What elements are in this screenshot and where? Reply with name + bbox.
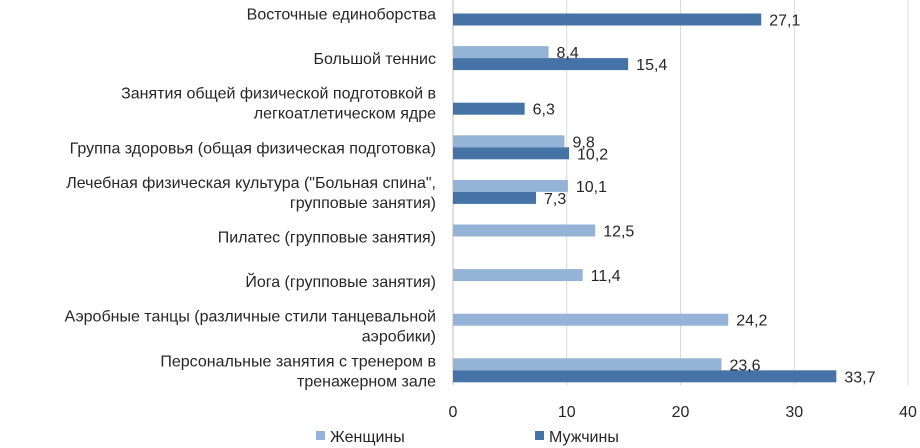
category-label: групповые занятия) xyxy=(290,195,436,212)
value-label: 12,5 xyxy=(603,224,634,241)
tick-label: 0 xyxy=(449,404,458,421)
bar-women xyxy=(453,46,549,59)
category-label: легкоатлетическом ядре xyxy=(254,106,436,123)
value-label: 10,1 xyxy=(576,179,607,196)
value-label: 7,3 xyxy=(544,191,566,208)
bar-women xyxy=(453,135,565,148)
category-label: тренажерном зале xyxy=(297,373,436,390)
tick-label: 40 xyxy=(899,404,917,421)
category-label: Занятия общей физической подготовкой в xyxy=(121,86,436,103)
bar-women xyxy=(453,313,729,326)
category-label: Лечебная физическая культура ("Больная с… xyxy=(66,175,436,192)
value-label: 27,1 xyxy=(769,13,800,30)
legend-swatch xyxy=(316,431,325,440)
category-label: Йога (групповые занятия) xyxy=(245,272,436,291)
value-label: 10,2 xyxy=(577,146,608,163)
bars xyxy=(453,13,837,383)
category-label: Большой теннис xyxy=(314,51,437,68)
category-label: Группа здоровья (общая физическая подгот… xyxy=(70,140,436,157)
value-label: 8,4 xyxy=(557,45,579,62)
tick-label: 30 xyxy=(785,404,803,421)
category-label: Пилатес (групповые занятия) xyxy=(218,230,436,247)
legend-label: Мужчины xyxy=(549,429,619,446)
category-label: аэробики) xyxy=(362,329,436,346)
value-label: 6,3 xyxy=(533,102,555,119)
value-labels: 27,1 8,4 15,4 6,3 9,810,2 10,1 7,3 12,5 11,4 24,2… xyxy=(533,13,876,387)
category-label: Восточные единоборства xyxy=(247,7,436,24)
value-label: 15,4 xyxy=(636,57,667,74)
bar-men xyxy=(453,102,525,115)
bar-men xyxy=(453,58,629,71)
bar-men xyxy=(453,191,537,204)
value-label: 11,4 xyxy=(591,268,621,285)
value-label: 24,2 xyxy=(736,313,767,330)
bar-women xyxy=(453,269,583,282)
value-label: 9,8 xyxy=(572,134,594,151)
bar-men xyxy=(453,13,762,26)
value-label: 23,6 xyxy=(729,357,760,374)
bar-women xyxy=(453,179,568,192)
value-label: 33,7 xyxy=(844,369,875,386)
category-label: Персональные занятия с тренером в xyxy=(160,353,436,370)
bar-women xyxy=(453,224,596,237)
bar-men xyxy=(453,147,570,160)
tick-label: 20 xyxy=(672,404,690,421)
legend-label: Женщины xyxy=(330,429,405,446)
category-label: Аэробные танцы (различные стили танцевал… xyxy=(64,309,436,326)
x-axis-ticks: 0 10 20 30 40 xyxy=(449,404,917,421)
legend: Женщины Мужчины xyxy=(316,429,619,446)
bar-women xyxy=(453,358,722,371)
tick-label: 10 xyxy=(558,404,576,421)
category-labels: Восточные единоборства Большой теннис Заня… xyxy=(64,7,436,391)
legend-swatch xyxy=(535,431,544,440)
bar-men xyxy=(453,370,837,383)
